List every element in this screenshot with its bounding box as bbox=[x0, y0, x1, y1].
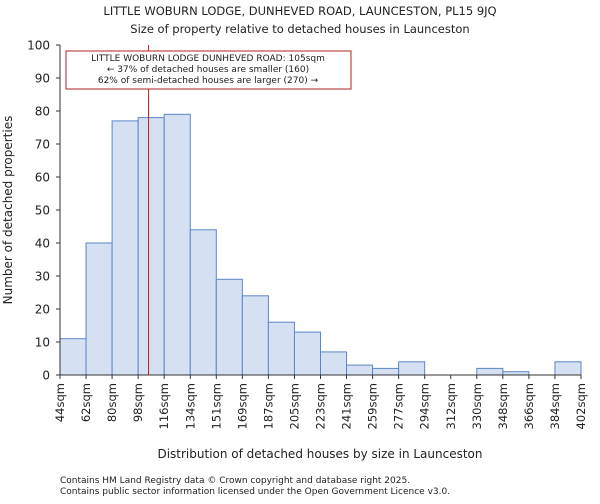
y-tick-label: 80 bbox=[35, 105, 50, 119]
x-tick-label: 259sqm bbox=[366, 383, 380, 429]
x-tick-label: 62sqm bbox=[79, 383, 93, 422]
bar-187sqm bbox=[267, 321, 295, 376]
x-tick-label: 384sqm bbox=[548, 383, 562, 429]
annotation-box: LITTLE WOBURN LODGE DUNHEVED ROAD: 105sq… bbox=[65, 50, 352, 90]
x-tick-label: 223sqm bbox=[314, 383, 328, 429]
x-tick-label: 116sqm bbox=[157, 383, 171, 429]
y-tick-label: 20 bbox=[35, 303, 50, 317]
annotation-line2: ← 37% of detached houses are smaller (16… bbox=[107, 65, 309, 75]
x-tick-label: 151sqm bbox=[209, 383, 223, 429]
bar-223sqm bbox=[320, 351, 348, 376]
x-tick-label: 348sqm bbox=[496, 383, 510, 429]
x-tick-label: 294sqm bbox=[418, 383, 432, 429]
y-tick-label: 0 bbox=[42, 369, 50, 383]
x-tick-label: 241sqm bbox=[340, 383, 354, 429]
y-tick-label: 10 bbox=[35, 336, 50, 350]
annotation-line1: LITTLE WOBURN LODGE DUNHEVED ROAD: 105sq… bbox=[91, 54, 325, 64]
annotation-line3: 62% of semi-detached houses are larger (… bbox=[98, 76, 319, 86]
bar-205sqm bbox=[293, 331, 322, 376]
bar-330sqm bbox=[476, 367, 504, 376]
bar-384sqm bbox=[554, 361, 582, 376]
x-tick-label: 169sqm bbox=[235, 383, 249, 429]
x-tick-label: 366sqm bbox=[522, 383, 536, 429]
y-tick-label: 100 bbox=[27, 39, 50, 53]
bar-151sqm bbox=[215, 278, 243, 376]
x-tick-label: 205sqm bbox=[287, 383, 301, 429]
x-tick-label: 98sqm bbox=[131, 383, 145, 422]
x-tick-label: 80sqm bbox=[105, 383, 119, 422]
chart-title-line2: Size of property relative to detached ho… bbox=[130, 22, 469, 36]
bar-116sqm bbox=[163, 113, 191, 376]
y-tick-label: 50 bbox=[35, 204, 50, 218]
y-tick-label: 70 bbox=[35, 138, 50, 152]
y-tick-label: 30 bbox=[35, 270, 50, 284]
x-axis-label: Distribution of detached houses by size … bbox=[157, 447, 482, 461]
x-tick-label: 44sqm bbox=[53, 383, 67, 422]
x-tick-label: 312sqm bbox=[444, 383, 458, 429]
bar-44sqm bbox=[59, 338, 87, 376]
x-tick-label: 330sqm bbox=[470, 383, 484, 429]
y-axis-label: Number of detached properties bbox=[1, 116, 15, 305]
y-tick-label: 40 bbox=[35, 237, 50, 251]
bar-134sqm bbox=[189, 229, 217, 376]
x-tick-label: 134sqm bbox=[183, 383, 197, 429]
y-tick-label: 60 bbox=[35, 171, 50, 185]
x-tick-label: 277sqm bbox=[392, 383, 406, 429]
x-tick-label: 187sqm bbox=[261, 383, 275, 429]
bar-277sqm bbox=[398, 361, 426, 376]
bar-98sqm bbox=[137, 117, 165, 376]
bar-80sqm bbox=[111, 120, 139, 376]
x-tick-label: 402sqm bbox=[574, 383, 588, 429]
y-tick-label: 90 bbox=[35, 72, 50, 86]
bar-259sqm bbox=[372, 367, 400, 376]
footer-line1: Contains HM Land Registry data © Crown c… bbox=[60, 476, 410, 486]
bar-169sqm bbox=[241, 295, 269, 376]
footer-line2: Contains public sector information licen… bbox=[60, 487, 450, 497]
bar-62sqm bbox=[85, 242, 113, 376]
chart-title-line1: LITTLE WOBURN LODGE, DUNHEVED ROAD, LAUN… bbox=[103, 4, 496, 18]
bar-241sqm bbox=[346, 364, 374, 376]
